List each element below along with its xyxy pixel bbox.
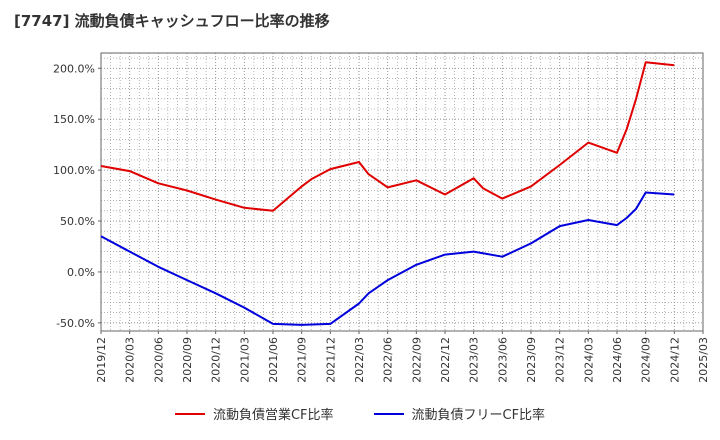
x-tick-label: 2019/12 [95, 337, 108, 383]
x-tick-label: 2021/06 [267, 337, 280, 383]
plot-frame [100, 52, 704, 332]
axis-layer: 200.0% 150.0% 100.0% 50.0% 0.0% -50.0%2019/12… [53, 52, 710, 383]
series-line-free-cf [100, 191, 675, 326]
x-tick-label: 2024/12 [668, 337, 681, 383]
legend-item-free-cf: 流動負債フリーCF比率 [373, 404, 546, 423]
x-tick-label: 2022/03 [353, 337, 366, 383]
y-tick-label: 50.0% [60, 215, 95, 228]
x-tick-label: 2022/06 [382, 337, 395, 383]
x-tick-label: 2020/06 [152, 337, 165, 383]
legend-label-operating-cf: 流動負債営業CF比率 [212, 408, 334, 423]
x-tick-label: 2025/03 [697, 337, 710, 383]
x-tick-label: 2021/03 [238, 337, 251, 383]
legend-item-operating-cf: 流動負債営業CF比率 [174, 404, 334, 423]
x-tick-label: 2024/03 [582, 337, 595, 383]
x-tick-label: 2022/09 [410, 337, 423, 383]
legend: 流動負債営業CF比率 流動負債フリーCF比率 [0, 404, 720, 423]
x-tick-label: 2021/12 [324, 337, 337, 383]
y-tick-label: 100.0% [53, 164, 95, 177]
x-tick-label: 2020/09 [181, 337, 194, 383]
x-tick-label: 2023/09 [525, 337, 538, 383]
x-tick-label: 2020/12 [210, 337, 223, 383]
x-tick-label: 2024/06 [611, 337, 624, 383]
x-tick-label: 2022/12 [439, 337, 452, 383]
x-tick-label: 2021/09 [296, 337, 309, 383]
series-line-operating-cf [100, 61, 675, 212]
x-tick-label: 2023/06 [496, 337, 509, 383]
series-layer [100, 61, 675, 326]
legend-swatch-red [174, 412, 205, 415]
y-tick-label: 200.0% [53, 62, 95, 75]
x-tick-label: 2023/03 [468, 337, 481, 383]
legend-label-free-cf: 流動負債フリーCF比率 [411, 408, 546, 423]
chart-title: [7747] 流動負債キャッシュフロー比率の推移 [14, 12, 330, 30]
y-tick-label: -50.0% [56, 317, 95, 330]
x-tick-label: 2020/03 [124, 337, 137, 383]
y-tick-label: 0.0% [67, 266, 95, 279]
x-tick-label: 2024/09 [640, 337, 653, 383]
x-tick-label: 2023/12 [554, 337, 567, 383]
legend-swatch-blue [373, 412, 404, 415]
y-tick-label: 150.0% [53, 113, 95, 126]
